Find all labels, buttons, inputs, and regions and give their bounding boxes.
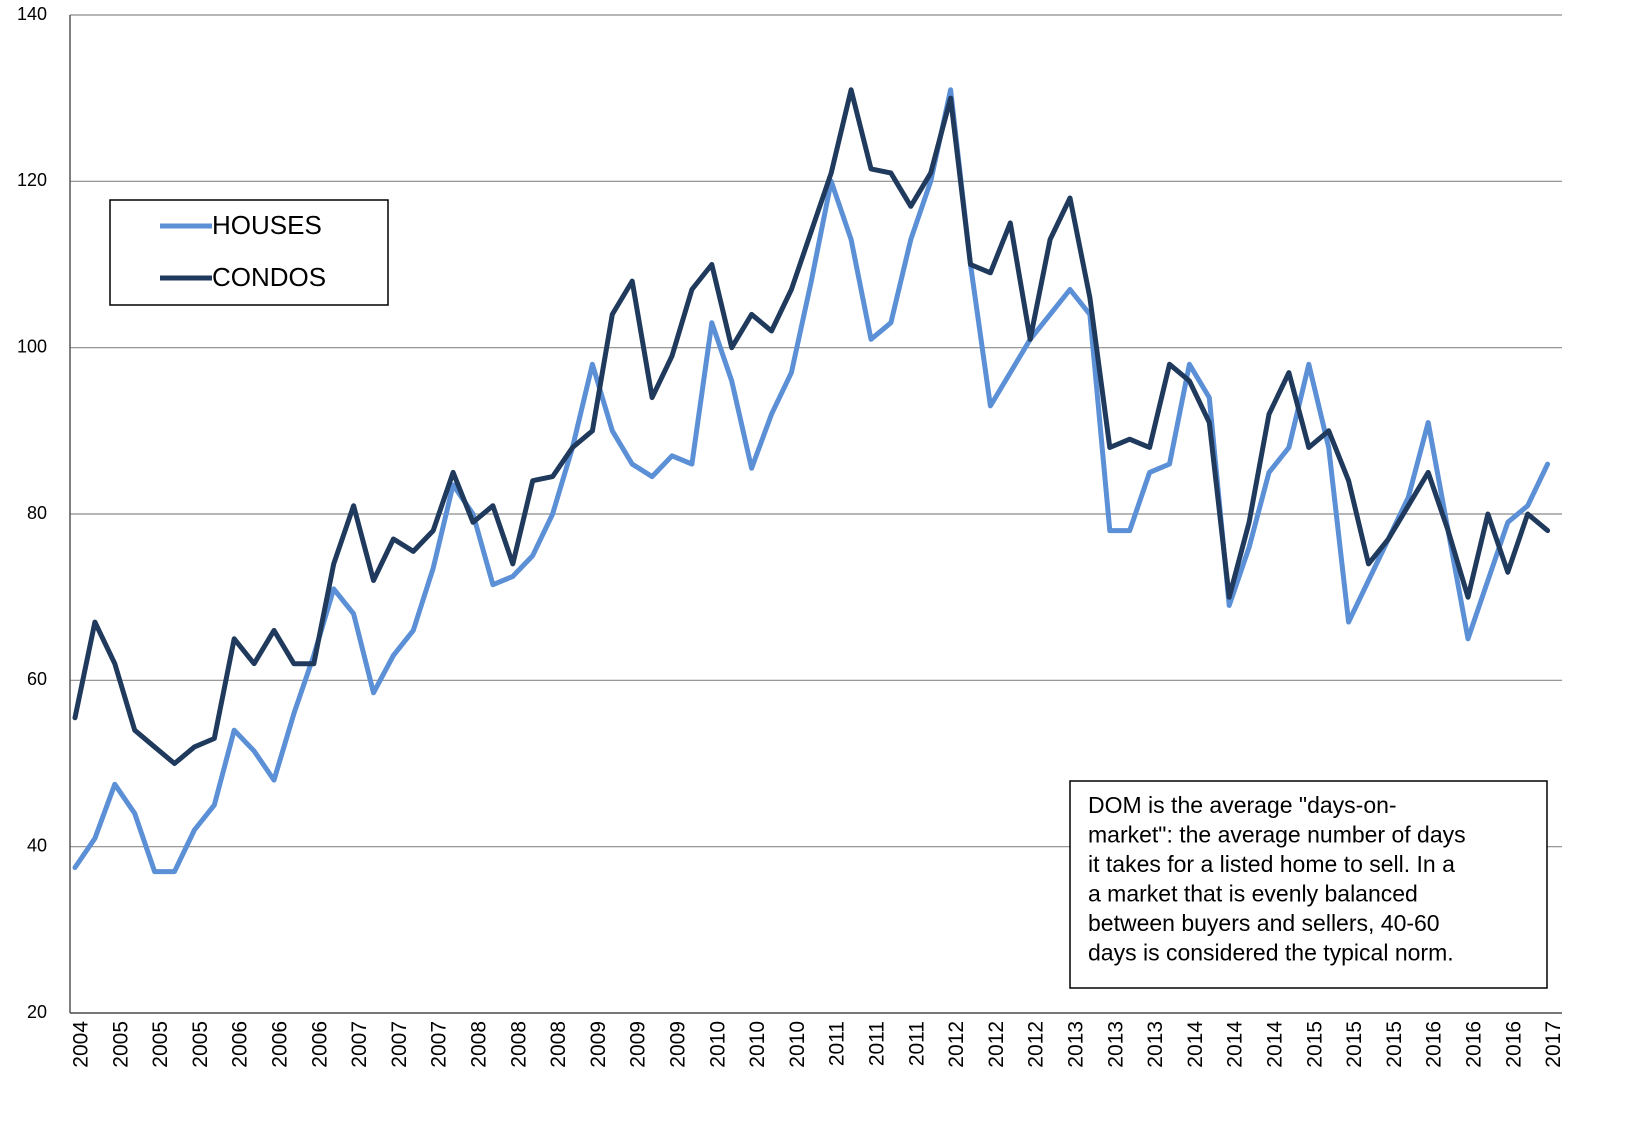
x-tick-label: 2012 xyxy=(985,1021,1008,1068)
x-tick-label: 2006 xyxy=(308,1021,331,1068)
x-tick-label: 2017 xyxy=(1542,1021,1565,1068)
x-tick-label: 2005 xyxy=(109,1021,132,1068)
x-tick-label: 2013 xyxy=(1144,1021,1167,1068)
y-tick-label: 20 xyxy=(27,1002,47,1022)
x-tick-label: 2010 xyxy=(786,1021,809,1068)
x-tick-label: 2010 xyxy=(746,1021,769,1068)
x-tick-label: 2005 xyxy=(149,1021,172,1068)
y-tick-label: 40 xyxy=(27,835,47,855)
series-line xyxy=(72,87,1551,766)
legend-box xyxy=(109,199,389,306)
x-tick-label: 2015 xyxy=(1343,1021,1366,1068)
y-tick-label: 120 xyxy=(17,170,47,190)
annotation-text: a market that is evenly balanced xyxy=(1088,881,1418,907)
y-tick-label: 60 xyxy=(27,669,47,689)
y-tick-label: 100 xyxy=(17,336,47,356)
x-tick-label: 2007 xyxy=(348,1021,371,1068)
x-tick-label: 2008 xyxy=(547,1021,570,1068)
x-tick-label: 2009 xyxy=(627,1021,650,1068)
y-tick-label: 80 xyxy=(27,503,47,523)
x-tick-label: 2009 xyxy=(587,1021,610,1068)
x-tick-label: 2004 xyxy=(70,1021,93,1068)
x-tick-label: 2006 xyxy=(269,1021,292,1068)
x-tick-label: 2008 xyxy=(507,1021,530,1068)
x-tick-label: 2005 xyxy=(189,1021,212,1068)
x-tick-label: 2014 xyxy=(1264,1021,1287,1068)
x-tick-label: 2016 xyxy=(1463,1021,1486,1068)
y-tick-label: 140 xyxy=(17,4,47,24)
x-tick-label: 2016 xyxy=(1502,1021,1525,1068)
annotation-text: market": the average number of days xyxy=(1088,822,1466,848)
legend-label: CONDOS xyxy=(212,262,326,292)
x-tick-label: 2013 xyxy=(1065,1021,1088,1068)
x-tick-label: 2007 xyxy=(388,1021,411,1068)
x-tick-label: 2007 xyxy=(428,1021,451,1068)
x-tick-label: 2011 xyxy=(826,1021,849,1066)
annotation-text: DOM is the average "days-on- xyxy=(1088,792,1397,818)
annotation-text: between buyers and sellers, 40-60 xyxy=(1088,910,1440,936)
x-tick-label: 2011 xyxy=(905,1021,928,1066)
x-tick-label: 2009 xyxy=(667,1021,690,1068)
x-tick-label: 2008 xyxy=(468,1021,491,1068)
annotation-box xyxy=(1069,780,1548,989)
x-tick-label: 2012 xyxy=(945,1021,968,1068)
x-tick-label: 2014 xyxy=(1224,1021,1247,1068)
x-tick-label: 2006 xyxy=(229,1021,252,1068)
x-tick-label: 2011 xyxy=(866,1021,889,1066)
x-tick-label: 2014 xyxy=(1184,1021,1207,1068)
annotation-text: days is considered the typical norm. xyxy=(1088,940,1454,966)
x-tick-label: 2010 xyxy=(706,1021,729,1068)
x-tick-label: 2012 xyxy=(1025,1021,1048,1068)
legend-label: HOUSES xyxy=(212,210,322,240)
x-tick-label: 2016 xyxy=(1423,1021,1446,1068)
x-tick-label: 2015 xyxy=(1383,1021,1406,1068)
x-tick-label: 2013 xyxy=(1104,1021,1127,1068)
annotation-text: it takes for a listed home to sell. In a xyxy=(1088,851,1455,877)
x-tick-label: 2015 xyxy=(1303,1021,1326,1068)
